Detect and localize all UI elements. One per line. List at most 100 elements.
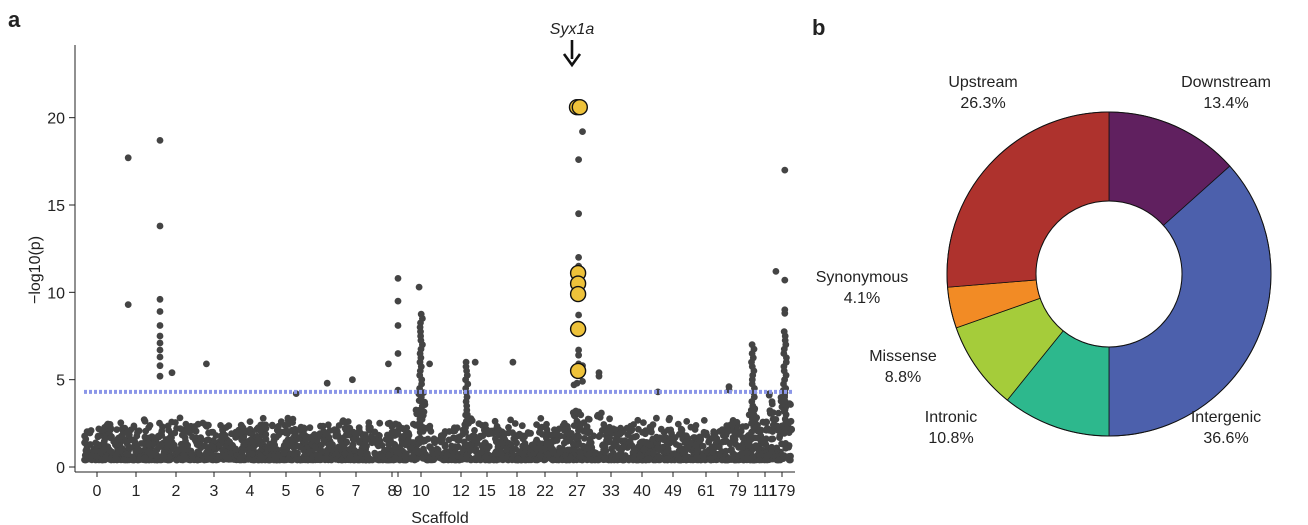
data-point bbox=[146, 422, 154, 429]
data-point bbox=[533, 421, 540, 428]
data-point bbox=[284, 416, 292, 424]
data-point bbox=[682, 438, 690, 446]
data-point bbox=[291, 425, 299, 433]
data-point bbox=[365, 419, 373, 427]
data-point bbox=[352, 455, 360, 462]
data-point bbox=[207, 442, 215, 450]
data-point bbox=[595, 372, 603, 380]
y-tick-label: 20 bbox=[47, 111, 65, 128]
data-point bbox=[184, 441, 192, 449]
data-point bbox=[145, 440, 153, 448]
data-point bbox=[107, 426, 115, 433]
data-point bbox=[270, 433, 278, 440]
data-point bbox=[320, 437, 328, 444]
y-axis-title: −log10(p) bbox=[27, 236, 44, 304]
data-point bbox=[773, 444, 780, 452]
data-point bbox=[575, 351, 582, 359]
data-point bbox=[156, 322, 164, 329]
data-point bbox=[325, 441, 333, 449]
data-point bbox=[492, 449, 499, 457]
donut-label-percent: 4.1% bbox=[844, 290, 880, 307]
data-point bbox=[474, 454, 482, 461]
data-point bbox=[579, 442, 587, 450]
data-point bbox=[441, 428, 449, 435]
data-point bbox=[246, 425, 254, 433]
data-point bbox=[285, 456, 292, 463]
data-point bbox=[487, 430, 494, 437]
data-point bbox=[94, 432, 102, 440]
data-point bbox=[108, 433, 115, 441]
data-point bbox=[131, 438, 139, 446]
data-point bbox=[570, 422, 578, 429]
data-point bbox=[507, 416, 514, 424]
data-point bbox=[671, 434, 679, 441]
data-point bbox=[385, 360, 392, 368]
donut-label-percent: 8.8% bbox=[885, 369, 921, 386]
data-point bbox=[781, 276, 789, 284]
data-point bbox=[772, 268, 780, 275]
data-point bbox=[600, 421, 608, 428]
data-point bbox=[594, 411, 602, 419]
data-point bbox=[338, 456, 345, 464]
data-point bbox=[399, 433, 407, 440]
data-point bbox=[604, 427, 612, 435]
data-point bbox=[351, 446, 358, 454]
data-point bbox=[128, 456, 136, 464]
data-point bbox=[581, 435, 588, 442]
x-tick-label: 40 bbox=[633, 483, 651, 500]
data-point bbox=[556, 448, 564, 456]
data-point bbox=[565, 430, 572, 437]
data-point bbox=[491, 417, 499, 425]
background-points bbox=[81, 310, 795, 464]
data-point bbox=[781, 309, 789, 317]
data-point bbox=[655, 453, 662, 461]
data-point bbox=[788, 426, 795, 433]
data-point bbox=[87, 427, 95, 434]
data-point bbox=[120, 456, 128, 464]
data-point bbox=[463, 452, 470, 459]
data-point bbox=[196, 450, 203, 458]
donut-labels: Downstream 13.4% Intergenic 36.6% Intronic 10… bbox=[816, 74, 1271, 447]
data-point bbox=[743, 449, 751, 457]
data-point bbox=[137, 440, 145, 447]
data-point bbox=[156, 419, 163, 427]
data-point bbox=[226, 438, 234, 446]
data-point bbox=[246, 418, 254, 425]
data-point bbox=[288, 436, 296, 444]
data-point bbox=[545, 451, 552, 458]
data-point bbox=[388, 423, 396, 431]
donut-label-name: Intronic bbox=[925, 409, 977, 426]
data-point bbox=[762, 426, 770, 434]
data-point bbox=[225, 422, 233, 430]
data-point bbox=[650, 449, 657, 457]
data-point bbox=[739, 423, 747, 431]
data-point bbox=[638, 438, 646, 446]
data-point bbox=[775, 409, 782, 417]
data-point bbox=[195, 440, 203, 448]
data-point bbox=[156, 372, 164, 380]
data-point bbox=[612, 426, 619, 434]
data-point bbox=[250, 443, 257, 451]
data-point bbox=[657, 425, 665, 433]
data-point bbox=[699, 442, 707, 450]
data-point bbox=[134, 429, 141, 436]
data-point bbox=[505, 424, 512, 431]
data-point bbox=[619, 455, 627, 462]
data-point bbox=[371, 428, 379, 436]
data-point bbox=[588, 444, 596, 451]
x-tick-label: 7 bbox=[352, 483, 361, 500]
data-point bbox=[385, 451, 392, 459]
data-point bbox=[734, 430, 742, 438]
panel-a-label: a bbox=[8, 7, 21, 32]
data-point bbox=[292, 456, 300, 463]
data-point bbox=[625, 455, 633, 463]
data-point bbox=[394, 322, 402, 329]
highlighted-point bbox=[569, 320, 587, 338]
data-point bbox=[342, 419, 350, 427]
data-point bbox=[266, 456, 273, 464]
data-point bbox=[104, 420, 112, 428]
data-point bbox=[268, 421, 276, 429]
data-point bbox=[324, 421, 332, 429]
data-point bbox=[364, 450, 371, 458]
data-point bbox=[344, 431, 352, 439]
